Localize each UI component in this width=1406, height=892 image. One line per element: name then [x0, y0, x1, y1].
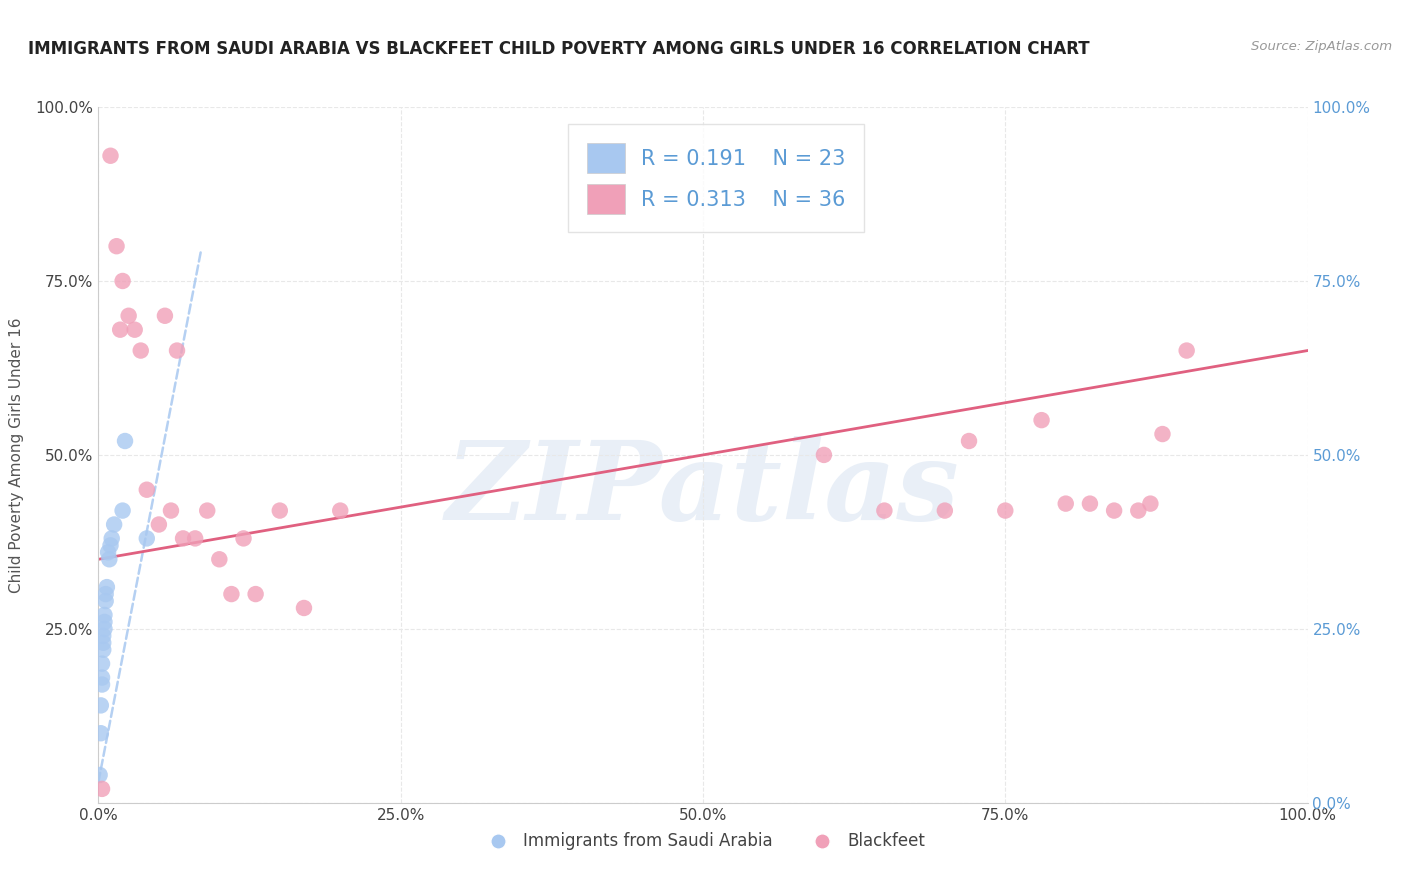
Point — [934, 503, 956, 517]
Point — [90, 698, 112, 713]
Point — [813, 448, 835, 462]
Point — [118, 309, 141, 323]
Point — [97, 545, 120, 559]
Point — [232, 532, 254, 546]
Point — [873, 503, 896, 517]
Point — [129, 343, 152, 358]
Point — [91, 642, 114, 657]
Point — [111, 274, 134, 288]
Text: ZIPatlas: ZIPatlas — [446, 436, 960, 543]
Point — [957, 434, 980, 448]
Point — [91, 781, 114, 796]
Point — [108, 323, 131, 337]
Point — [994, 503, 1017, 517]
Legend: Immigrants from Saudi Arabia, Blackfeet: Immigrants from Saudi Arabia, Blackfeet — [474, 826, 932, 857]
Point — [91, 629, 114, 643]
Point — [1152, 427, 1174, 442]
Point — [89, 768, 111, 782]
Point — [105, 239, 128, 253]
Point — [111, 503, 134, 517]
Point — [148, 517, 170, 532]
Point — [94, 594, 117, 608]
Point — [195, 503, 218, 517]
Point — [153, 309, 176, 323]
Point — [172, 532, 194, 546]
Point — [292, 601, 315, 615]
Point — [91, 671, 114, 685]
Point — [1078, 497, 1101, 511]
Point — [1054, 497, 1077, 511]
Y-axis label: Child Poverty Among Girls Under 16: Child Poverty Among Girls Under 16 — [10, 318, 24, 592]
Point — [166, 343, 188, 358]
Text: Source: ZipAtlas.com: Source: ZipAtlas.com — [1251, 40, 1392, 54]
Point — [1102, 503, 1125, 517]
Point — [221, 587, 243, 601]
Point — [93, 607, 115, 622]
Point — [98, 552, 121, 566]
Point — [100, 532, 122, 546]
Point — [269, 503, 291, 517]
Point — [93, 622, 115, 636]
Text: IMMIGRANTS FROM SAUDI ARABIA VS BLACKFEET CHILD POVERTY AMONG GIRLS UNDER 16 COR: IMMIGRANTS FROM SAUDI ARABIA VS BLACKFEE… — [28, 40, 1090, 58]
Point — [91, 657, 114, 671]
Point — [1128, 503, 1150, 517]
Point — [124, 323, 146, 337]
Point — [96, 580, 118, 594]
Point — [91, 636, 114, 650]
Point — [135, 532, 157, 546]
Point — [1139, 497, 1161, 511]
Point — [329, 503, 352, 517]
Point — [1031, 413, 1053, 427]
Point — [208, 552, 231, 566]
Point — [160, 503, 183, 517]
Point — [100, 538, 122, 552]
Point — [94, 587, 117, 601]
Point — [93, 615, 115, 629]
Point — [91, 677, 114, 691]
Point — [100, 149, 122, 163]
Point — [1175, 343, 1198, 358]
Point — [184, 532, 207, 546]
Point — [90, 726, 112, 740]
Point — [114, 434, 136, 448]
Point — [135, 483, 157, 497]
Point — [245, 587, 267, 601]
Point — [103, 517, 125, 532]
